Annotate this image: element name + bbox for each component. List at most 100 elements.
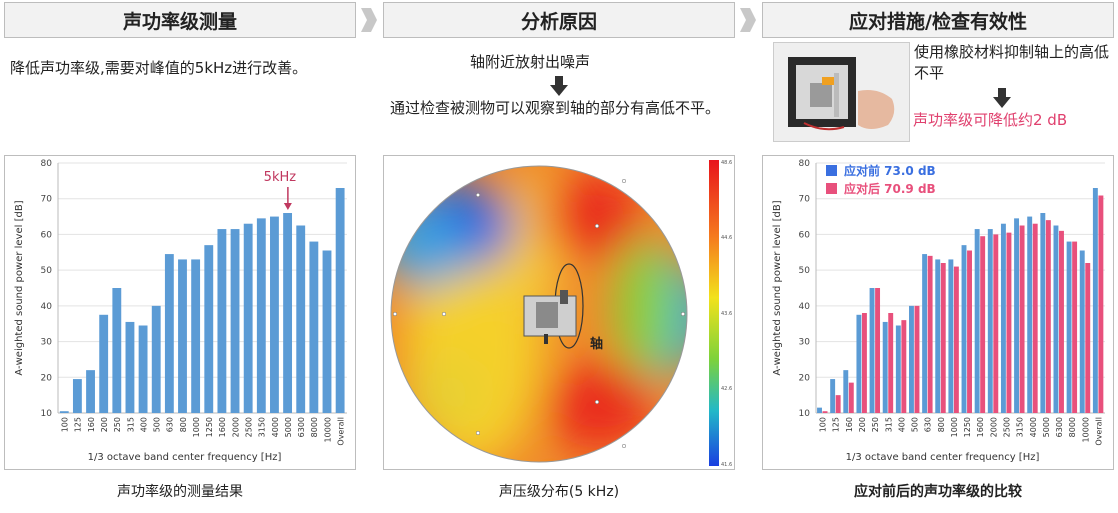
y-tick-label: 40	[41, 302, 53, 312]
bar-100	[59, 411, 69, 413]
x-tick-label: 630	[166, 417, 175, 432]
annotation-label: 5kHz	[264, 170, 297, 185]
bar-10000-s0	[1079, 250, 1085, 413]
y-tick-label: 80	[799, 159, 811, 169]
x-tick-label: 250	[871, 417, 880, 432]
y-tick-label: 50	[799, 266, 811, 276]
bar-2000	[230, 229, 240, 413]
bar-400	[138, 325, 148, 413]
bar-125	[72, 379, 82, 413]
bar-315-s1	[888, 313, 894, 413]
y-tick-label: 10	[41, 409, 53, 419]
y-tick-label: 10	[799, 409, 811, 419]
x-tick-label: 8000	[310, 417, 319, 437]
x-tick-label: Overall	[1094, 417, 1103, 446]
x-axis-label: 1/3 octave band center frequency [Hz]	[846, 452, 1040, 463]
svg-text:43.6: 43.6	[721, 311, 732, 317]
y-tick-label: 20	[799, 373, 811, 383]
bar-160-s0	[843, 370, 849, 413]
y-axis-label: A-weighted sound power level [dB]	[14, 200, 25, 375]
motor-image	[523, 290, 577, 344]
sound-pressure-map-panel: 轴 48.6 44.6 43.6 42.6 41.6	[383, 155, 735, 470]
chart-panel-comparison: 10 20 30 40 50 60 70 80 100 125 160 200 250 315 400 500…	[762, 155, 1114, 470]
svg-text:41.6: 41.6	[721, 462, 732, 468]
bar-1250-s0	[961, 245, 967, 413]
x-tick-label: 800	[937, 417, 946, 432]
y-tick-label: 20	[41, 373, 53, 383]
x-tick-label: 250	[113, 417, 122, 432]
bar-10000-s1	[1085, 263, 1091, 413]
svg-text:44.6: 44.6	[721, 235, 732, 241]
bar-1250	[204, 245, 214, 413]
bar-630-s0	[922, 254, 928, 413]
bar-1000-s0	[948, 259, 954, 413]
bar-8000-s1	[1072, 241, 1078, 413]
bar-500	[151, 305, 161, 413]
bar-630-s1	[927, 255, 933, 413]
bar-200	[99, 314, 109, 413]
bar-160	[86, 370, 95, 413]
legend-swatch	[826, 183, 837, 194]
bar-1600-s1	[980, 236, 986, 413]
x-tick-label: 400	[139, 417, 148, 432]
x-tick-label: 500	[911, 417, 920, 432]
caption-map: 声压级分布(5 kHz)	[498, 484, 620, 500]
bar-2000-s0	[987, 229, 993, 413]
bar-8000-s0	[1066, 241, 1072, 413]
x-tick-label: 125	[74, 417, 83, 432]
y-tick-label: 70	[41, 195, 53, 205]
y-tick-label: 70	[799, 195, 811, 205]
bar-2500-s0	[1000, 223, 1006, 413]
x-tick-label: 10000	[323, 417, 332, 442]
annotation-arrowhead	[283, 203, 292, 210]
x-tick-label: 1000	[192, 417, 201, 437]
right-text2: 声功率级可降低约2 dB	[913, 111, 1068, 129]
x-tick-label: 5000	[284, 417, 293, 437]
bar-4000-s1	[1032, 223, 1038, 413]
x-tick-label: 1600	[218, 417, 227, 437]
bar-2500-s1	[1006, 232, 1012, 413]
x-tick-label: 160	[845, 417, 854, 432]
arrow-down-icon	[993, 88, 1011, 108]
x-tick-label: 1250	[205, 417, 214, 437]
x-tick-label: 4000	[271, 417, 280, 437]
bar-250-s1	[875, 288, 881, 413]
x-tick-label: 5000	[1042, 417, 1051, 437]
comparison-chart: 10 20 30 40 50 60 70 80 100 125 160 200 250 315 400 500…	[772, 159, 1105, 463]
bar-630	[164, 254, 174, 413]
header-measurement: 声功率级测量	[4, 2, 356, 38]
product-photo	[773, 42, 910, 142]
x-tick-label: 400	[897, 417, 906, 432]
bar-6300-s0	[1053, 225, 1059, 413]
bar-100-s0	[817, 407, 822, 413]
bar-3150-s1	[1019, 225, 1025, 413]
sound-pressure-map: 轴 48.6 44.6 43.6 42.6 41.6	[390, 160, 732, 468]
center-line2: 通过检查被测物可以观察到轴的部分有高低不平。	[390, 99, 721, 117]
x-tick-label: 315	[884, 417, 893, 432]
x-tick-label: 2500	[1002, 417, 1011, 437]
legend-swatch	[826, 165, 837, 176]
x-tick-label: 10000	[1081, 417, 1090, 442]
x-tick-label: 8000	[1068, 417, 1077, 437]
caption-measurement: 声功率级的测量结果	[117, 484, 243, 500]
right-text1: 使用橡胶材料抑制轴上的高低不平	[914, 43, 1110, 82]
y-tick-label: 50	[41, 266, 53, 276]
bar-10000	[322, 250, 332, 413]
x-tick-label: 1250	[963, 417, 972, 437]
legend: 应对前 73.0 dB 应对后 70.9 dB	[826, 163, 936, 196]
bar-100-s1	[822, 411, 828, 413]
x-tick-label: 800	[179, 417, 188, 432]
bar-1000	[191, 259, 201, 413]
x-tick-label: 100	[61, 417, 70, 432]
chevron-right-icon	[738, 6, 758, 34]
bar-800	[178, 259, 187, 413]
bar-800-s1	[940, 263, 946, 413]
colorbar	[709, 160, 719, 466]
svg-text:42.6: 42.6	[721, 386, 732, 392]
bar-400-s0	[895, 325, 901, 413]
bar-5000-s1	[1045, 220, 1051, 413]
bar-1000-s1	[953, 266, 959, 413]
bar-250	[112, 288, 122, 413]
bar-800-s0	[935, 259, 941, 413]
bar-group: 100 125 160 200 250 315 400 500 630 800 1000 1250 16…	[817, 188, 1103, 446]
